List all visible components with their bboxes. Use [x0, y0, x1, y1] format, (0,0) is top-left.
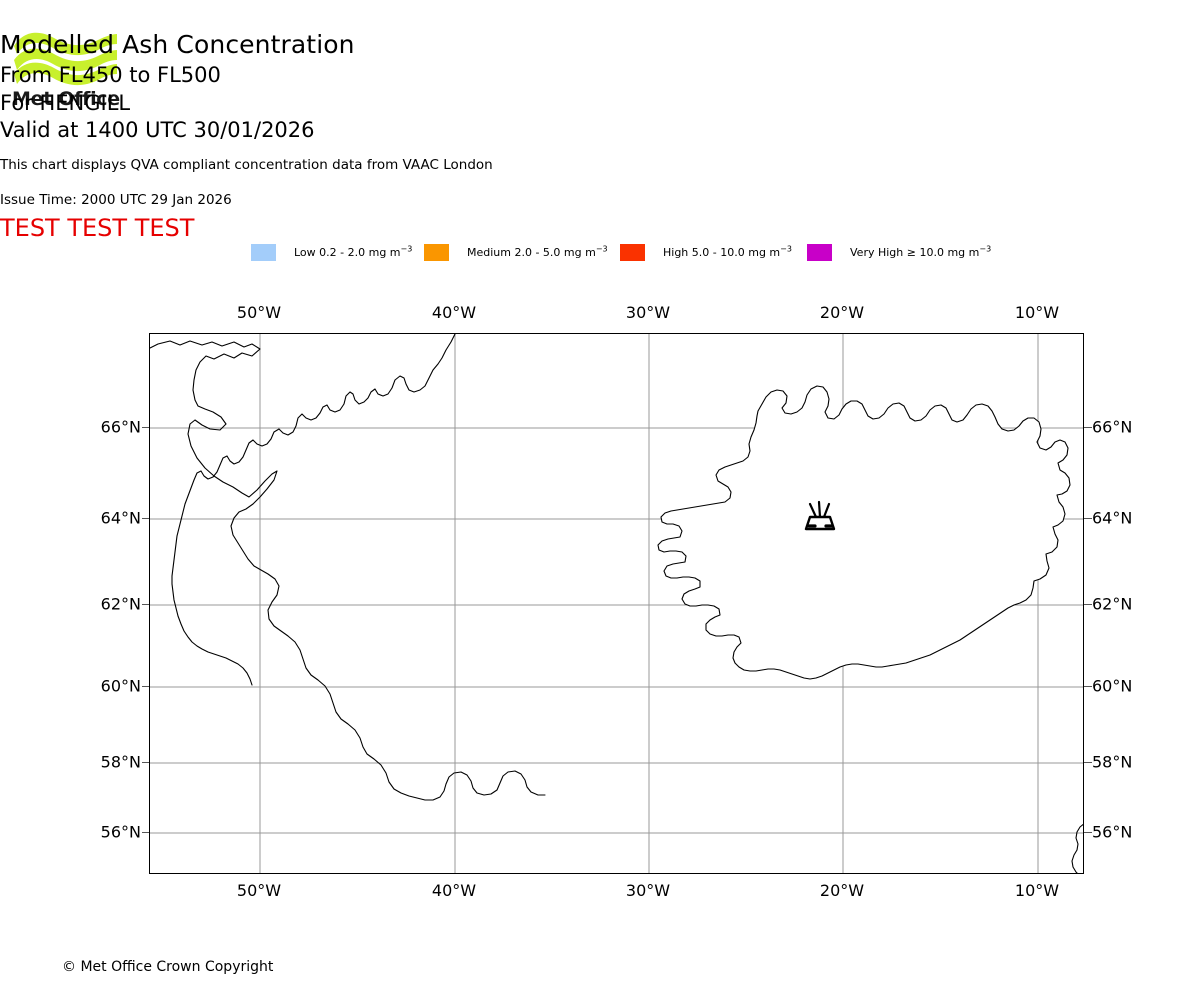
legend-label-very-high: Very High ≥ 10.0 mg m−3 [850, 243, 992, 259]
site-label: For HENGILL [0, 91, 131, 115]
met-office-logo [12, 28, 124, 110]
lat-tick-label-left-58n: 58°N [100, 752, 141, 772]
lon-tick-label-top-50w: 50°W [236, 303, 282, 322]
lat-tick-label-right-66n: 66°N [1092, 417, 1133, 437]
legend-item-very-high: Very High ≥ 10.0 mg m−3 [807, 241, 991, 263]
concentration-legend: Low 0.2 - 2.0 mg m−3 Medium 2.0 - 5.0 mg… [0, 241, 1200, 263]
lat-tick-label-left-64n: 64°N [100, 508, 141, 528]
hengill-volcano-marker [804, 500, 836, 531]
lat-tick-label-right-60n: 60°N [1092, 676, 1133, 696]
lat-tick-label-left-62n: 62°N [100, 594, 141, 614]
map-plot-frame [149, 333, 1084, 874]
lon-tick-label-bottom-30w: 30°W [625, 881, 671, 900]
page-title: Modelled Ash Concentration [0, 30, 355, 59]
greenland-outline [150, 340, 546, 801]
lon-tick-label-bottom-40w: 40°W [431, 881, 477, 900]
issue-time-label: Issue Time: 2000 UTC 29 Jan 2026 [0, 192, 232, 208]
valid-time-label: Valid at 1400 UTC 30/01/2026 [0, 118, 315, 142]
lat-tick-label-left-66n: 66°N [100, 417, 141, 437]
lat-tick-label-left-56n: 56°N [100, 822, 141, 842]
test-banner: TEST TEST TEST [0, 214, 195, 242]
met-office-logo-text: Met Office [12, 88, 120, 110]
lon-tick-label-bottom-10w: 10°W [1014, 881, 1060, 900]
legend-label-low: Low 0.2 - 2.0 mg m−3 [294, 243, 413, 259]
lon-tick-label-top-10w: 10°W [1014, 303, 1060, 322]
lat-tick-label-right-64n: 64°N [1092, 508, 1133, 528]
legend-label-high: High 5.0 - 10.0 mg m−3 [663, 243, 792, 259]
ash-concentration-map[interactable] [149, 333, 1084, 874]
legend-swatch-low [251, 243, 276, 261]
legend-swatch-high [620, 243, 645, 261]
lat-tick-label-right-58n: 58°N [1092, 752, 1133, 772]
legend-item-medium: Medium 2.0 - 5.0 mg m−3 [424, 241, 608, 263]
greenland-east-coast [171, 334, 456, 686]
qva-note: This chart displays QVA compliant concen… [0, 157, 493, 173]
lon-tick-label-top-20w: 20°W [819, 303, 865, 322]
legend-swatch-medium [424, 243, 449, 261]
lat-tick-label-left-60n: 60°N [100, 676, 141, 696]
lat-tick-label-right-62n: 62°N [1092, 594, 1133, 614]
legend-label-medium: Medium 2.0 - 5.0 mg m−3 [467, 243, 608, 259]
legend-item-low: Low 0.2 - 2.0 mg m−3 [251, 241, 412, 263]
legend-swatch-very-high [807, 243, 832, 261]
legend-item-high: High 5.0 - 10.0 mg m−3 [620, 241, 792, 263]
flight-levels-label: From FL450 to FL500 [0, 63, 221, 87]
coastline-fragment-southeast [1071, 823, 1083, 873]
lon-tick-label-top-30w: 30°W [625, 303, 671, 322]
copyright-notice: © Met Office Crown Copyright [62, 959, 274, 975]
lon-tick-label-bottom-50w: 50°W [236, 881, 282, 900]
iceland-outline [657, 385, 1071, 680]
lon-tick-label-top-40w: 40°W [431, 303, 477, 322]
lon-tick-label-bottom-20w: 20°W [819, 881, 865, 900]
lat-tick-label-right-56n: 56°N [1092, 822, 1133, 842]
